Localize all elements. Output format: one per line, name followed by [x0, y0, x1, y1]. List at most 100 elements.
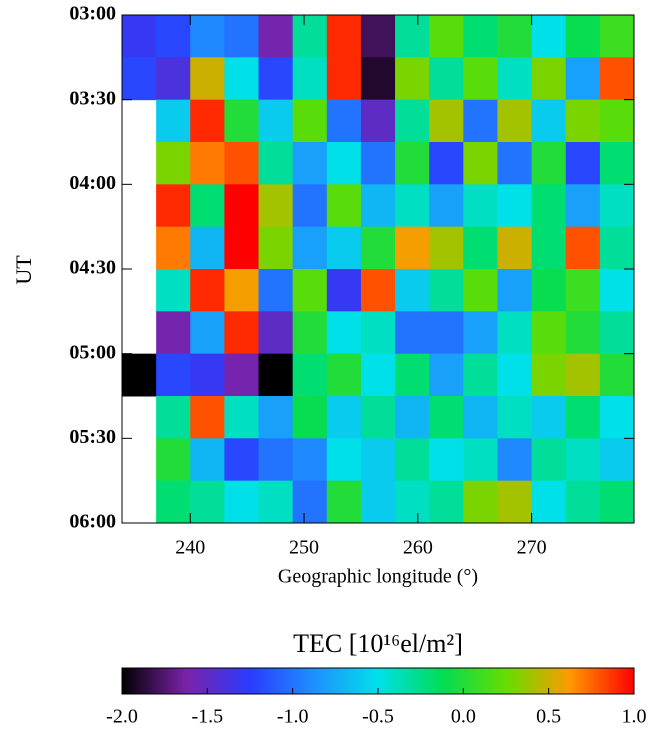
heatmap-cell [531, 99, 567, 143]
heatmap-cell [258, 396, 294, 439]
y-tick-label: 05:30 [69, 426, 116, 448]
x-tick-label: 240 [175, 537, 205, 559]
heatmap-cell [565, 311, 601, 355]
heatmap-cell [190, 269, 225, 312]
heatmap-cell [395, 184, 430, 228]
heatmap-cell [429, 184, 464, 228]
heatmap-cell [531, 480, 567, 524]
heatmap-cell [463, 480, 498, 524]
heatmap-cells [122, 15, 635, 524]
heatmap-cell [360, 480, 396, 524]
heatmap-cell [599, 480, 635, 524]
heatmap-cell [360, 142, 396, 185]
heatmap-cell [190, 396, 225, 439]
heatmap-cell [258, 226, 294, 270]
colorbar-tick-label: 0.5 [536, 706, 561, 728]
heatmap-cell [429, 99, 464, 143]
heatmap-cell [326, 142, 362, 185]
heatmap-cell [292, 311, 328, 355]
heatmap-cell [156, 226, 191, 270]
heatmap-cell [224, 269, 260, 312]
heatmap-cell [565, 226, 601, 270]
heatmap-cell [122, 15, 157, 58]
heatmap-cell [156, 396, 191, 439]
heatmap-cell [395, 15, 430, 58]
heatmap-cell [531, 226, 567, 270]
heatmap-cell [463, 57, 498, 101]
heatmap-cell [190, 480, 225, 524]
heatmap-cell [258, 57, 294, 101]
heatmap-cell [429, 15, 464, 58]
heatmap-cell [565, 184, 601, 228]
heatmap-cell [190, 226, 225, 270]
heatmap-cell [292, 480, 328, 524]
heatmap-cell [360, 438, 396, 482]
heatmap-cell [565, 480, 601, 524]
heatmap-cell [395, 311, 430, 355]
heatmap-cell [224, 396, 260, 439]
heatmap-cell [463, 353, 498, 397]
heatmap-cell [156, 353, 191, 397]
heatmap-cell [190, 353, 225, 397]
heatmap-cell [190, 311, 225, 355]
heatmap-cell [531, 396, 567, 439]
heatmap-cell [429, 57, 464, 101]
colorbar-tick-label: -0.5 [362, 706, 394, 728]
heatmap-cell [599, 15, 635, 58]
x-tick-label: 250 [289, 537, 319, 559]
heatmap-cell [531, 438, 567, 482]
heatmap-cell [258, 269, 294, 312]
heatmap-cell [326, 57, 362, 101]
heatmap-cell [156, 311, 191, 355]
heatmap-cell [326, 311, 362, 355]
heatmap-cell [258, 311, 294, 355]
heatmap-cell [497, 269, 533, 312]
heatmap-cell [395, 226, 430, 270]
heatmap-cell [292, 99, 328, 143]
x-tick-label: 270 [517, 537, 547, 559]
heatmap-cell [360, 353, 396, 397]
heatmap-cell [497, 99, 533, 143]
heatmap-cell [565, 269, 601, 312]
heatmap-cell [122, 353, 157, 397]
heatmap-cell [292, 269, 328, 312]
colorbar-title: TEC [10¹⁶el/m²] [293, 629, 463, 658]
heatmap-cell [326, 396, 362, 439]
heatmap-cell [497, 15, 533, 58]
heatmap-cell [463, 99, 498, 143]
heatmap-cell [292, 226, 328, 270]
heatmap-cell [531, 142, 567, 185]
heatmap-cell [463, 142, 498, 185]
heatmap-cell [599, 184, 635, 228]
heatmap-cell [599, 142, 635, 185]
heatmap-cell [326, 438, 362, 482]
heatmap-cell [599, 438, 635, 482]
heatmap-cell [190, 142, 225, 185]
heatmap-cell [463, 396, 498, 439]
heatmap-cell [497, 438, 533, 482]
heatmap-cell [463, 226, 498, 270]
heatmap-cell [190, 184, 225, 228]
heatmap-cell [565, 142, 601, 185]
heatmap-cell [565, 396, 601, 439]
heatmap-cell [122, 57, 157, 101]
heatmap-cell [326, 226, 362, 270]
heatmap-cell [531, 353, 567, 397]
heatmap-cell [326, 353, 362, 397]
heatmap-cell [463, 438, 498, 482]
heatmap-cell [292, 438, 328, 482]
heatmap-cell [360, 15, 396, 58]
heatmap-cell [429, 142, 464, 185]
heatmap-cell [156, 438, 191, 482]
heatmap-cell [599, 311, 635, 355]
heatmap-cell [429, 438, 464, 482]
heatmap-cell [463, 269, 498, 312]
heatmap-cell [531, 311, 567, 355]
heatmap-cell [224, 15, 260, 58]
heatmap-cell [224, 99, 260, 143]
y-tick-label: 06:00 [69, 511, 116, 533]
heatmap-cell [429, 269, 464, 312]
heatmap-cell [463, 311, 498, 355]
heatmap-cell [190, 57, 225, 101]
